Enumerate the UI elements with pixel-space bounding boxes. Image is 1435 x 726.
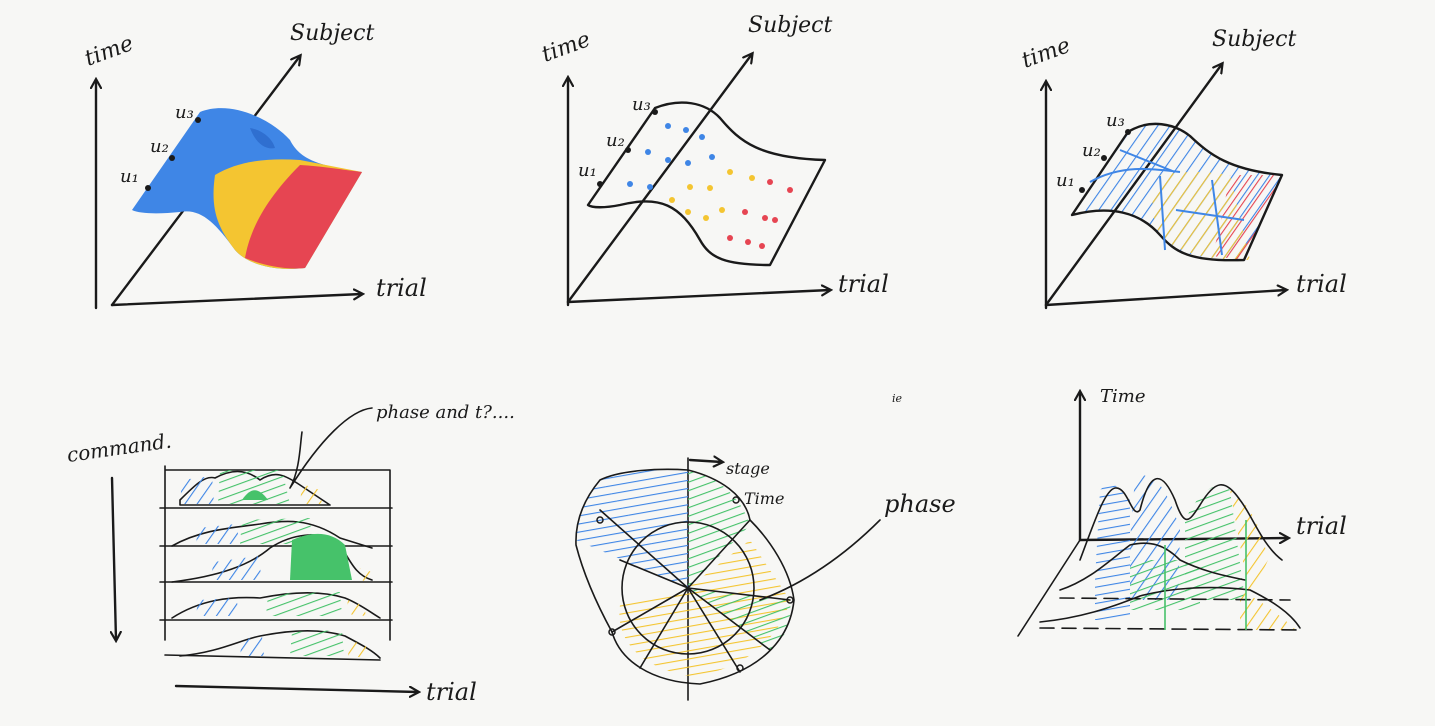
mid-ridge	[1059, 542, 1246, 591]
yellow-dots	[669, 169, 755, 221]
ridge-1-green	[218, 470, 290, 504]
subject-axis	[566, 54, 752, 304]
panel-1-continuous-surface: time Subject trial u₁ u₂ u₃	[82, 21, 427, 310]
u3-label: u₃	[632, 94, 651, 115]
command-axis	[112, 476, 116, 640]
surface-outline	[586, 101, 827, 267]
green-sector-small	[688, 588, 791, 650]
phase-pointer	[759, 519, 881, 601]
panel-4-command-ridges: command. trial phase and t?....	[65, 402, 514, 706]
stray-mark: ie	[892, 392, 903, 405]
trial-axis	[566, 290, 830, 304]
u2-label: u₂	[606, 130, 625, 151]
red-hatch	[1212, 175, 1282, 260]
ridge-2-blue	[196, 524, 240, 544]
u3-label: u₃	[1106, 110, 1125, 131]
u1-dot	[597, 181, 603, 187]
time-label: time	[82, 31, 137, 72]
ridge-1-yellow	[300, 484, 322, 504]
ridge-1-green-fill	[242, 490, 268, 500]
stage-label: stage	[726, 459, 770, 478]
u1-dot	[145, 185, 151, 191]
subject-label: Subject	[290, 21, 374, 46]
blue-sector-top	[600, 469, 688, 588]
phase-note: phase and t?....	[376, 402, 515, 423]
trial-axis	[110, 294, 362, 307]
time-label: time	[1019, 33, 1074, 74]
blue-dots	[627, 123, 715, 190]
row-grid	[159, 465, 393, 661]
front-ridge	[1039, 586, 1301, 629]
yellow-lower-fill	[1240, 590, 1296, 630]
blue-sector-left	[576, 480, 688, 588]
u3-dot	[652, 109, 658, 115]
trial-axis	[174, 684, 418, 692]
trial-label: trial	[1296, 512, 1347, 540]
ridge-5-blue	[240, 636, 264, 656]
u1-label: u₁	[1056, 170, 1075, 191]
mid-baseline-dashed	[1059, 597, 1291, 601]
polar-marker	[786, 596, 794, 604]
ridge-1-blue	[180, 476, 214, 504]
ridge-3-green-fill	[290, 533, 352, 580]
polar-outline	[575, 468, 795, 685]
ridge-5-green	[290, 630, 344, 656]
ridge-3-blue	[210, 556, 262, 580]
ridge-4-yellow	[346, 600, 366, 616]
polar-marker	[596, 516, 604, 524]
u2-label: u₂	[150, 136, 169, 157]
surface-outline	[1070, 122, 1284, 262]
subject-label: Subject	[748, 13, 832, 38]
ridge-3-yellow	[358, 568, 374, 582]
u1-dot	[1079, 187, 1085, 193]
panel-2-sampled-surface: time Subject trial u₁ u₂ u₃	[539, 13, 889, 307]
panel-6-3d-ridges: Time trial	[1017, 386, 1347, 637]
stage-arrow	[688, 460, 722, 462]
panel-5-polar: stage Time phase ie	[575, 392, 956, 701]
u3-dot	[195, 117, 201, 123]
u2-dot	[625, 147, 631, 153]
yellow-ridge-fill	[1230, 490, 1268, 600]
polar-spokes	[599, 509, 791, 673]
u1-label: u₁	[120, 166, 139, 187]
trial-label: trial	[376, 274, 427, 302]
region-borders	[1089, 149, 1245, 256]
panel-3-hatched-surface: time Subject trial u₁ u₂ u₃	[1019, 27, 1347, 310]
yellow-sector-left	[619, 588, 690, 676]
polar-marker	[736, 664, 744, 672]
ridge-4-blue	[196, 598, 240, 616]
trial-label: trial	[1296, 270, 1347, 298]
dark-blue-spot	[250, 128, 275, 149]
u2-label: u₂	[1082, 140, 1101, 161]
subject-label: Subject	[1212, 27, 1296, 52]
polar-marker	[608, 628, 616, 636]
time-label: time	[539, 27, 594, 68]
blue-ridge-fill	[1095, 484, 1130, 620]
u1-label: u₁	[578, 160, 597, 181]
trial-label: trial	[838, 270, 889, 298]
trial-label: trial	[426, 678, 477, 706]
depth-axis	[1017, 539, 1081, 637]
time-label: Time	[1100, 386, 1145, 407]
command-label: command.	[65, 429, 172, 467]
red-region	[245, 165, 362, 269]
phase-label: phase	[884, 490, 956, 518]
back-ridge	[1079, 477, 1283, 561]
u3-label: u₃	[175, 102, 194, 123]
time-label: Time	[744, 489, 784, 508]
red-dots	[727, 179, 793, 249]
ridge-4-green	[266, 592, 342, 616]
ridge-5-yellow	[348, 640, 368, 658]
u3-dot	[1125, 129, 1131, 135]
u2-dot	[169, 155, 175, 161]
u2-dot	[1101, 155, 1107, 161]
phase-pointer	[289, 407, 373, 489]
baseline-dashed	[1039, 627, 1301, 631]
polar-inner-circle	[621, 521, 755, 655]
trial-axis	[1044, 290, 1286, 307]
